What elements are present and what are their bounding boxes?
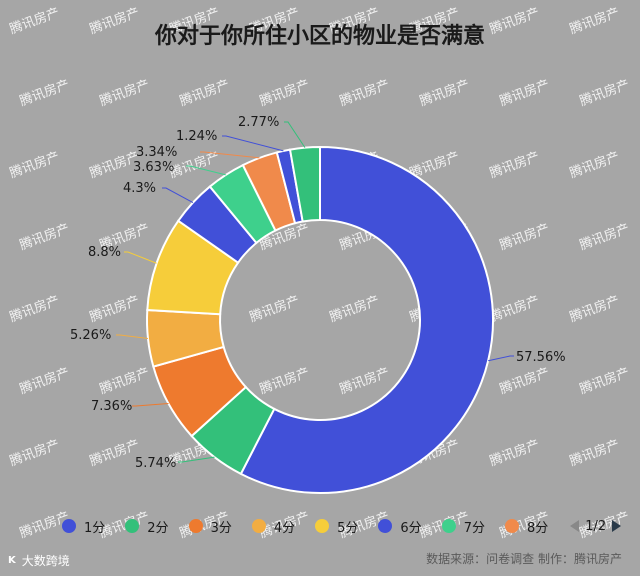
- legend-item-2分[interactable]: 2分: [125, 517, 169, 536]
- leader-line-7分: [186, 165, 226, 176]
- legend-pager: 1/2: [570, 518, 622, 534]
- slice-label-5分: 8.8%: [88, 245, 121, 260]
- leader-line-8分: [200, 151, 260, 159]
- legend-label: 6分: [400, 520, 422, 536]
- legend-item-3分[interactable]: 3分: [188, 517, 232, 536]
- legend-label: 3分: [210, 520, 232, 536]
- legend-swatch: [125, 519, 140, 533]
- leader-line-3分: [132, 403, 169, 407]
- brand-name: 大数跨境: [21, 554, 70, 568]
- brand: K 大数跨境: [8, 552, 70, 569]
- chart-legend: 1分 2分 3分 4分 5分 6分 7分 8分 1/2: [62, 514, 622, 538]
- leader-line-1分: [488, 355, 514, 362]
- legend-swatch: [251, 519, 266, 533]
- brand-logo: K: [8, 555, 16, 566]
- slice-label-2分: 5.74%: [135, 456, 176, 471]
- slice-label-3分: 7.36%: [91, 399, 132, 414]
- slice-label-10分: 2.77%: [238, 115, 279, 130]
- leader-line-5分: [124, 251, 157, 264]
- leader-line-2分: [178, 456, 215, 463]
- data-source: 数据来源：问卷调查 制作：腾讯房产: [426, 552, 622, 566]
- legend-swatch: [441, 519, 456, 533]
- legend-swatch: [188, 519, 203, 533]
- slice-label-1分: 57.56%: [516, 350, 566, 365]
- legend-item-8分[interactable]: 8分: [504, 517, 549, 536]
- legend-swatch: [504, 519, 519, 533]
- legend-label: 7分: [463, 520, 485, 536]
- slice-label-8分: 3.34%: [136, 145, 177, 160]
- slice-label-7分: 3.63%: [133, 160, 174, 175]
- leader-line-9分: [222, 135, 284, 152]
- legend-swatch: [378, 519, 393, 533]
- legend-label: 2分: [147, 520, 169, 536]
- legend-item-4分[interactable]: 4分: [251, 517, 296, 536]
- legend-label: 8分: [526, 520, 549, 536]
- leader-line-10分: [284, 121, 306, 148]
- slice-label-9分: 1.24%: [176, 129, 217, 144]
- legend-prev-icon[interactable]: [570, 520, 580, 532]
- legend-label: 4分: [273, 520, 296, 536]
- donut-slice-1分: [239, 145, 494, 494]
- leader-line-4分: [116, 334, 149, 340]
- donut-slice-10分: [288, 145, 321, 223]
- legend-item-5分[interactable]: 5分: [315, 517, 358, 536]
- slice-label-4分: 5.26%: [70, 328, 111, 343]
- legend-label: 1分: [84, 520, 106, 536]
- legend-item-1分[interactable]: 1分: [62, 517, 105, 536]
- leader-line-6分: [162, 187, 194, 204]
- slice-label-6分: 4.3%: [123, 181, 156, 196]
- legend-next-icon[interactable]: [612, 520, 622, 532]
- legend-item-6分[interactable]: 6分: [378, 517, 422, 536]
- chart-title: 你对于你所住小区的物业是否满意: [154, 24, 485, 49]
- legend-swatch: [62, 519, 76, 533]
- legend-swatch: [315, 519, 330, 533]
- legend-label: 5分: [337, 520, 359, 536]
- legend-page-indicator: 1/2: [585, 518, 607, 534]
- legend-item-7分[interactable]: 7分: [441, 517, 485, 536]
